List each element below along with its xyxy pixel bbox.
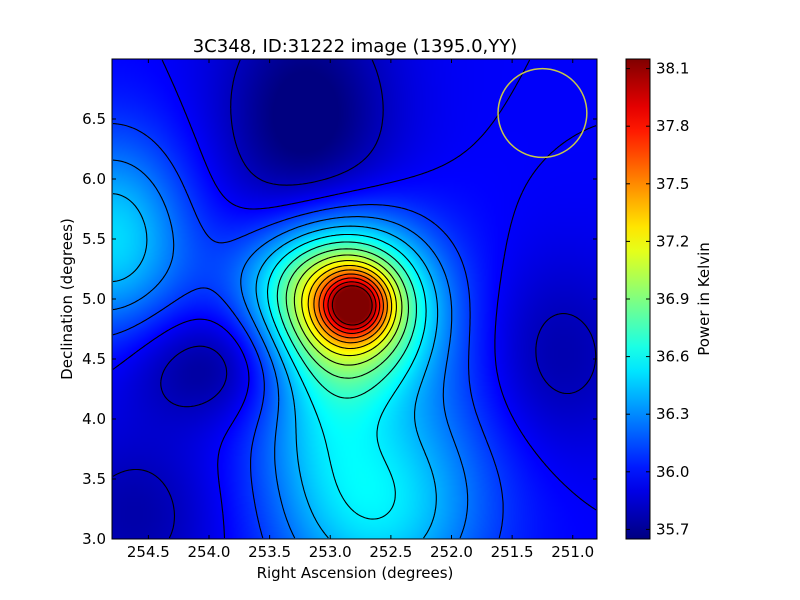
contour-line-3 (112, 123, 504, 539)
contour-line-9 (293, 254, 403, 366)
contour-lines (112, 59, 597, 539)
y-tick-label: 6.5 (82, 110, 106, 128)
contour-line-12 (313, 269, 388, 344)
y-tick-label: 4.0 (82, 410, 106, 428)
contour-line-15 (327, 281, 377, 330)
colorbar-tick-label: 36.3 (656, 405, 689, 423)
y-tick-label: 5.0 (82, 290, 106, 308)
colorbar-ticks: 35.7 36.0 36.3 36.6 36.9 37.2 37.5 37.8 38.1 (626, 60, 689, 538)
colorbar-tick-label: 37.8 (656, 117, 689, 135)
x-tick-label: 251.0 (551, 543, 594, 561)
colorbar-tick-label: 36.0 (656, 463, 689, 481)
chart-title: 3C348, ID:31222 image (1395.0,YY) (193, 36, 518, 57)
colorbar-tick-label: 38.1 (656, 60, 689, 78)
x-tick-label: 254.0 (188, 543, 231, 561)
colorbar-tick-label: 37.2 (656, 232, 689, 250)
colorbar-label: Power in Kelvin (695, 242, 713, 356)
colorbar-tick-label: 36.9 (656, 290, 689, 308)
x-tick-label: 253.5 (248, 543, 291, 561)
colorbar-tick-label: 37.5 (656, 175, 689, 193)
x-tick-label: 254.5 (127, 543, 170, 561)
colorbar-tick-label: 36.6 (656, 348, 689, 366)
contour-line-8 (285, 248, 410, 379)
y-axis-label: Declination (degrees) (58, 218, 76, 380)
x-tick-label: 252.5 (369, 543, 412, 561)
y-tick-label: 5.5 (82, 230, 106, 248)
contour-line-7 (276, 241, 417, 399)
plot-area (111, 58, 598, 540)
contour-line-1 (112, 59, 597, 539)
contour-line-5 (112, 193, 439, 539)
contour-line-11 (307, 264, 393, 350)
contour-line-16 (331, 285, 373, 326)
contour-line-2 (112, 59, 597, 539)
contour-line-10 (301, 259, 397, 357)
y-tick-label: 4.5 (82, 350, 106, 368)
y-tick-label: 6.0 (82, 170, 106, 188)
y-axis: 3.0 3.5 4.0 4.5 5.0 5.5 6.0 6.5 (82, 110, 597, 548)
x-tick-label: 251.5 (491, 543, 534, 561)
contour-line-6 (266, 233, 427, 520)
x-tick-label: 253.0 (309, 543, 352, 561)
contour-line-4 (112, 159, 469, 539)
y-tick-label: 3.0 (82, 530, 106, 548)
x-axis-label: Right Ascension (degrees) (257, 564, 454, 582)
colorbar: 35.7 36.0 36.3 36.6 36.9 37.2 37.5 37.8 38.1 Pow… (625, 58, 713, 540)
heatmap-image (112, 59, 597, 539)
x-axis: 254.5 254.0 253.5 253.0 252.5 252.0 251.5 251.0 (127, 59, 594, 561)
contour-line-14 (323, 277, 381, 334)
y-tick-label: 3.5 (82, 470, 106, 488)
x-tick-label: 252.0 (430, 543, 473, 561)
contour-line-13 (318, 273, 384, 339)
beam-circle (497, 67, 588, 159)
colorbar-tick-label: 35.7 (656, 520, 689, 538)
